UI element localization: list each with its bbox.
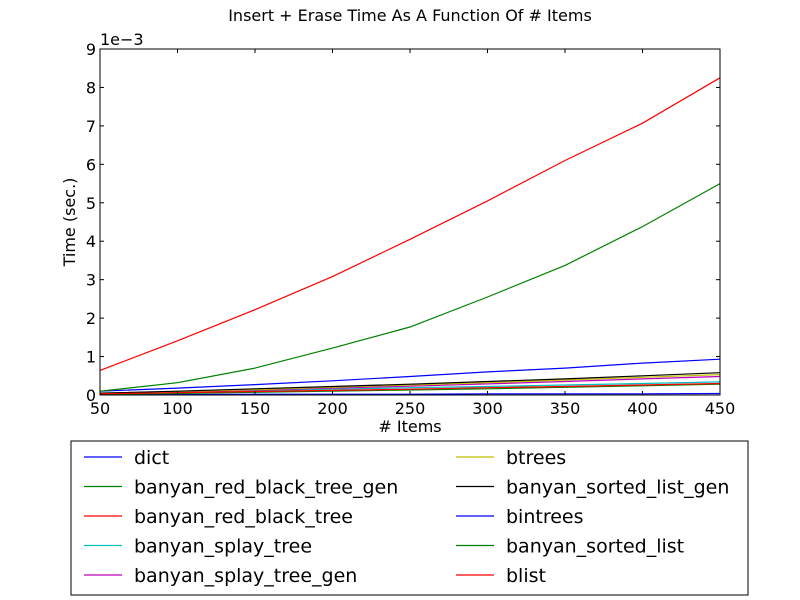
y-tick-label: 8: [86, 78, 96, 97]
legend-label-blist: blist: [506, 565, 546, 587]
plot-frame: [99, 48, 721, 396]
chart-title: Insert + Erase Time As A Function Of # I…: [228, 6, 592, 25]
y-tick-label: 6: [86, 155, 96, 174]
series-line-blist: [99, 382, 721, 395]
legend-label-btrees: btrees: [506, 447, 566, 469]
x-tick-label: 450: [705, 399, 736, 418]
y-tick-label: 7: [86, 117, 96, 136]
x-tick-label: 300: [472, 399, 503, 418]
x-tick-label: 400: [627, 399, 658, 418]
x-tick-label: 150: [240, 399, 271, 418]
series-line-banyan-sorted-list-gen: [99, 372, 721, 394]
y-tick-label: 9: [86, 40, 96, 59]
series-layer: [99, 77, 721, 396]
legend-label-banyan-splay-tree-gen: banyan_splay_tree_gen: [134, 565, 357, 587]
y-tick-label: 3: [86, 271, 96, 290]
series-line-banyan-red-black-tree: [99, 77, 721, 371]
legend: dict banyan_red_black_tree_gen banyan_red_…: [70, 440, 749, 596]
legend-label-banyan-red-black-tree: banyan_red_black_tree: [134, 506, 353, 528]
legend-label-banyan-splay-tree: banyan_splay_tree: [134, 536, 312, 558]
ticks-layer: 50 100 150 200 250 300 350 400 450 0 1 2 3 4 5 6 7 8 9: [86, 40, 735, 418]
x-axis-label: # Items: [378, 417, 441, 436]
legend-label-banyan-red-black-tree-gen: banyan_red_black_tree_gen: [134, 477, 398, 499]
x-tick-label: 350: [550, 399, 581, 418]
y-offset-label: 1e−3: [100, 30, 144, 49]
legend-label-bintrees: bintrees: [506, 506, 584, 528]
x-tick-label: 200: [317, 399, 348, 418]
y-tick-label: 2: [86, 309, 96, 328]
x-tick-label: 100: [162, 399, 193, 418]
y-axis-label: Time (sec.): [60, 178, 79, 268]
y-tick-label: 1: [86, 348, 96, 367]
legend-frame: [70, 440, 749, 596]
y-tick-label: 5: [86, 194, 96, 213]
y-tick-label: 0: [86, 386, 96, 405]
legend-label-dict: dict: [134, 447, 169, 469]
series-line-dict: [99, 358, 721, 392]
x-tick-label: 50: [90, 399, 110, 418]
legend-label-banyan-sorted-list-gen: banyan_sorted_list_gen: [506, 477, 729, 499]
x-tick-label: 250: [395, 399, 426, 418]
legend-label-banyan-sorted-list: banyan_sorted_list: [506, 536, 684, 558]
series-line-banyan-sorted-list: [99, 383, 721, 395]
y-tick-label: 4: [86, 232, 96, 251]
series-line-banyan-red-black-tree-gen: [99, 183, 721, 392]
